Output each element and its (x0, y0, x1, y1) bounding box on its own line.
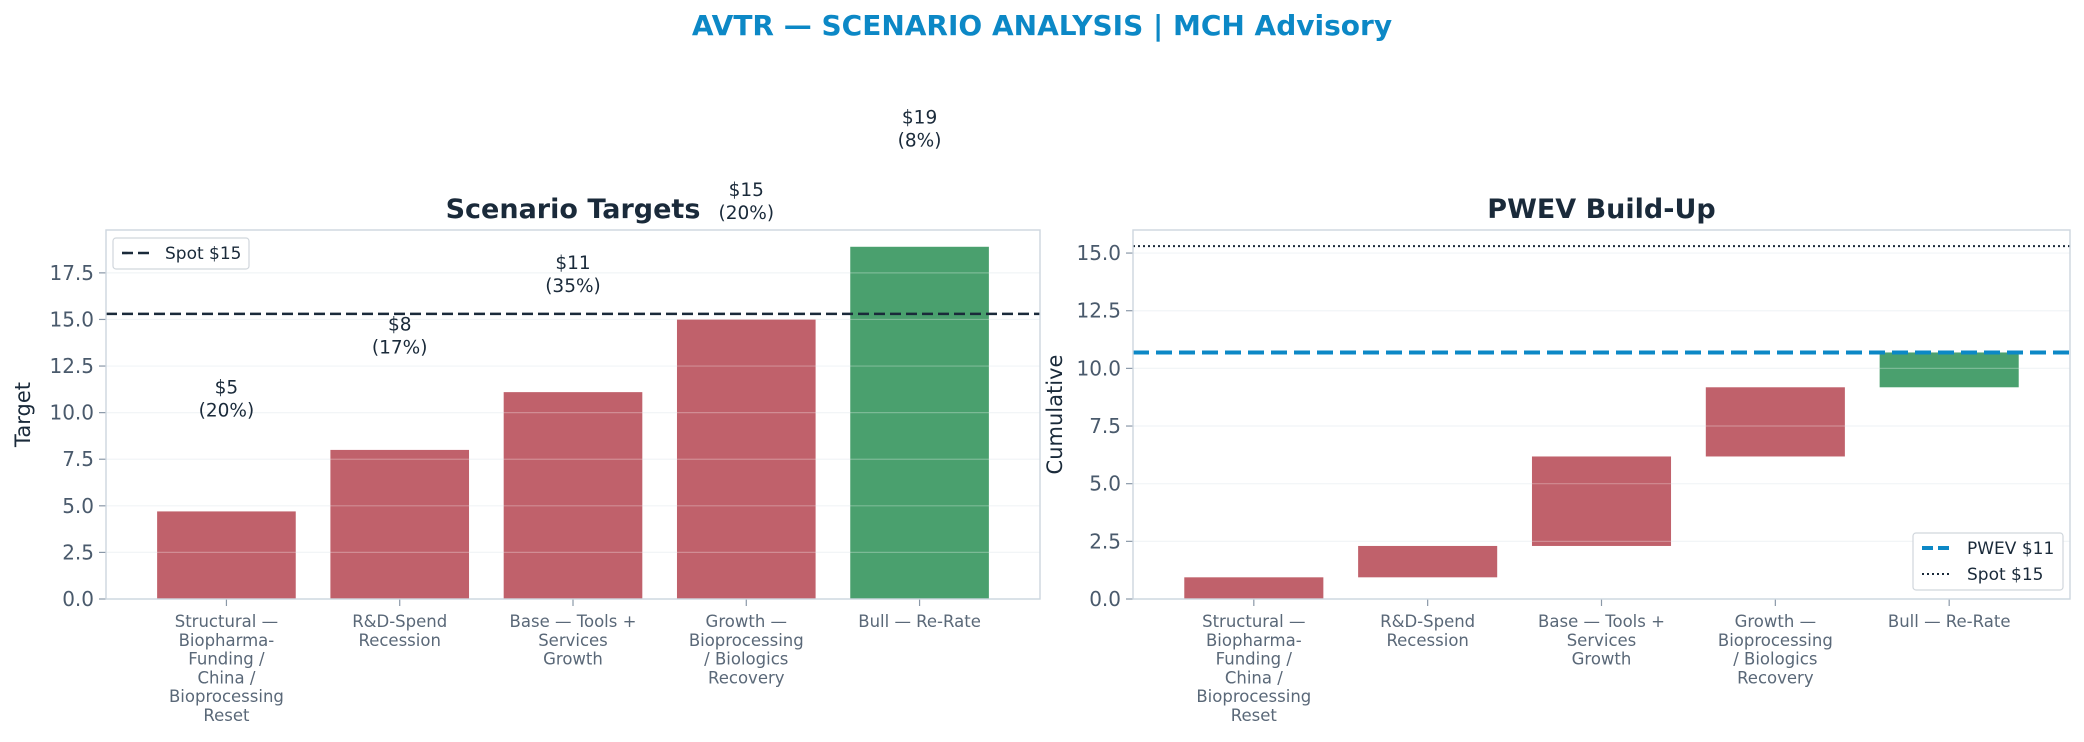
x-category-label: Services (1567, 631, 1637, 650)
waterfall-step-bar (1531, 456, 1672, 546)
bar-probability-label: (20%) (199, 401, 255, 422)
bar-probability-label: (35%) (545, 276, 601, 297)
x-category-label: Reset (1231, 706, 1278, 725)
scenario-bar (157, 511, 296, 599)
x-category-label: Recovery (708, 668, 785, 687)
scenario-bar (676, 319, 816, 599)
x-category-label: Funding / (1216, 650, 1293, 669)
legend-box (112, 237, 250, 270)
legend-entry-pwev: PWEV $11 (1967, 539, 2054, 559)
bar-value-label: $15 (729, 180, 764, 201)
x-category-label: R&D-Spend (352, 612, 447, 631)
y-tick-label: 15.0 (1076, 241, 1121, 265)
y-tick-label: 2.5 (1089, 529, 1121, 553)
x-category-label: Growth (543, 650, 603, 669)
x-category-label: Funding / (188, 650, 265, 669)
x-category-label: Bioprocessing (689, 631, 804, 650)
y-tick-label: 10.0 (49, 401, 94, 425)
bar-value-label: $11 (555, 253, 590, 274)
x-category-label: Biopharma- (179, 631, 275, 650)
chart-title: PWEV Build-Up (1487, 194, 1715, 225)
y-tick-label: 2.5 (62, 540, 94, 564)
x-category-label: China / (1225, 668, 1283, 687)
legend-entry-spot: Spot $15 (1967, 565, 2044, 585)
bar-probability-label: (8%) (898, 131, 942, 152)
scenario-bar (503, 392, 643, 599)
x-category-label: Bioprocessing (169, 687, 284, 706)
x-category-label: China / (197, 668, 255, 687)
x-category-label: Recession (358, 631, 440, 650)
chart-title: Scenario Targets (446, 194, 701, 225)
y-tick-label: 12.5 (49, 354, 94, 378)
legend: Spot $15 (112, 237, 250, 270)
bar-value-label: $5 (215, 378, 239, 399)
y-tick-label: 7.5 (1089, 414, 1121, 438)
waterfall-step-bar (1184, 577, 1324, 599)
bar-value-label: $19 (902, 108, 937, 129)
plot-frame (105, 229, 1041, 600)
figure-title: AVTR — SCENARIO ANALYSIS | MCH Advisory (692, 9, 1392, 42)
x-category-label: Base — Tools + (510, 612, 637, 631)
x-category-label: Bull — Re-Rate (858, 612, 981, 631)
waterfall-step-bar (1358, 545, 1498, 578)
x-category-label: R&D-Spend (1380, 612, 1475, 631)
y-tick-label: 0.0 (1089, 587, 1121, 611)
x-category-label: Recession (1386, 631, 1468, 650)
x-category-label: Biopharma- (1206, 631, 1302, 650)
x-category-label: Services (538, 631, 608, 650)
x-category-label: / Biologics (704, 650, 788, 669)
y-axis-label: Cumulative (1043, 355, 1067, 475)
y-tick-label: 5.0 (62, 494, 94, 518)
y-tick-label: 17.5 (49, 261, 94, 285)
y-tick-label: 12.5 (1076, 299, 1121, 323)
bar-value-label: $8 (388, 314, 412, 335)
waterfall-step-bar (1879, 352, 2019, 388)
scenario-targets-panel: Scenario Targets 0.0 2.5 5.0 7.5 10.0 12.5 15.0… (11, 108, 1041, 725)
plot-frame (1132, 229, 2071, 600)
y-tick-label: 5.0 (1089, 472, 1121, 496)
bars-group (157, 246, 989, 600)
x-category-label: Bioprocessing (1718, 631, 1833, 650)
scenario-bar (850, 246, 989, 600)
waterfall-step-bar (1705, 387, 1845, 457)
x-category-label: / Biologics (1733, 650, 1817, 669)
bar-probability-label: (20%) (719, 203, 775, 224)
y-tick-label: 10.0 (1076, 356, 1121, 380)
y-tick-label: 0.0 (62, 587, 94, 611)
y-tick-label: 7.5 (62, 447, 94, 471)
x-category-label: Growth — (706, 612, 787, 631)
x-category-label: Growth — (1735, 612, 1816, 631)
x-category-label: Base — Tools + (1538, 612, 1665, 631)
x-category-label: Recovery (1737, 668, 1814, 687)
x-category-label: Reset (203, 706, 250, 725)
legend-entry-spot: Spot $15 (165, 244, 242, 264)
x-category-label: Bioprocessing (1196, 687, 1311, 706)
y-tick-label: 15.0 (49, 307, 94, 331)
pwev-buildup-panel: PWEV Build-Up 0.0 2.5 5.0 7.5 10.0 12.5 15.0 Str… (1043, 194, 2071, 725)
legend-box (1912, 532, 2064, 591)
legend: PWEV $11 Spot $15 (1912, 532, 2064, 591)
bar-probability-label: (17%) (372, 337, 428, 358)
bars-group (1184, 352, 2019, 599)
y-axis-label: Target (11, 382, 35, 448)
x-category-label: Growth (1572, 650, 1632, 669)
scenario-bar (330, 449, 470, 599)
x-category-label: Structural — (1202, 612, 1305, 631)
x-category-label: Bull — Re-Rate (1888, 612, 2011, 631)
x-category-label: Structural — (175, 612, 278, 631)
